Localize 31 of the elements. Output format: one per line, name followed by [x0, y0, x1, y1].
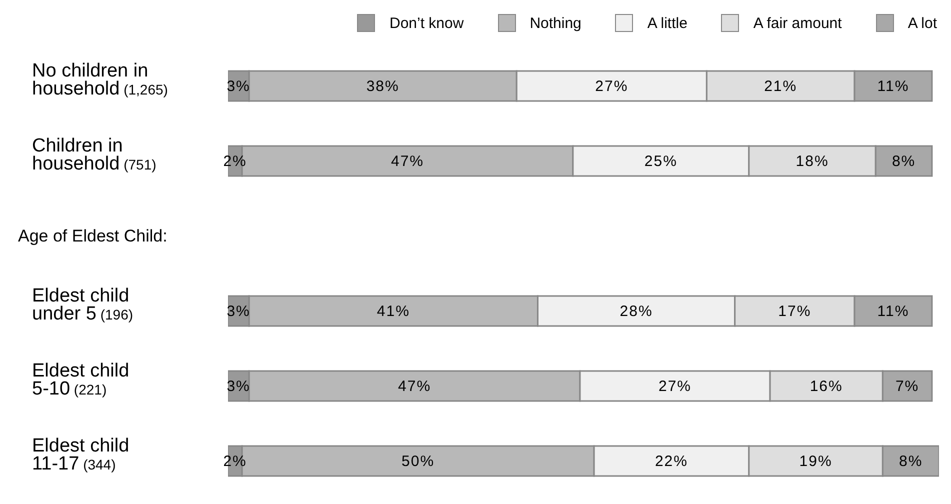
- legend-label: Nothing: [530, 14, 582, 32]
- data-label: 38%: [366, 78, 400, 95]
- data-label: 28%: [620, 303, 653, 320]
- legend-label: Don’t know: [389, 14, 464, 32]
- data-label: 7%: [895, 378, 920, 395]
- data-label: 27%: [595, 78, 628, 95]
- legend-label: A lot: [908, 14, 937, 32]
- data-label: 11%: [877, 78, 910, 95]
- legend-label: A little: [647, 14, 688, 32]
- data-label: 21%: [764, 78, 798, 95]
- data-label: 22%: [654, 453, 688, 470]
- legend-label: A fair amount: [753, 14, 842, 32]
- y-tick-label: No children in household (1,265): [32, 60, 168, 100]
- data-label: 41%: [376, 303, 410, 320]
- data-label: 47%: [398, 378, 432, 395]
- data-label: 25%: [644, 153, 678, 170]
- data-label: 47%: [390, 153, 424, 170]
- data-label: 8%: [892, 153, 916, 170]
- data-label: 11%: [877, 303, 910, 320]
- data-label: 18%: [796, 153, 829, 170]
- text: Age of Eldest Child:: [18, 226, 168, 246]
- data-label: 16%: [810, 378, 843, 395]
- y-tick-label: Eldest child under 5 (196): [32, 286, 134, 324]
- data-label: 19%: [799, 453, 832, 470]
- y-tick-label: Children in household (751): [32, 136, 156, 174]
- data-label: 17%: [778, 303, 812, 320]
- data-label: 27%: [658, 378, 692, 395]
- data-label: 50%: [402, 453, 435, 470]
- data-label: 8%: [899, 453, 923, 470]
- y-tick-label: Eldest child 5-10 (221): [32, 360, 130, 400]
- y-tick-label: Eldest child 11-17 (344): [32, 436, 130, 474]
